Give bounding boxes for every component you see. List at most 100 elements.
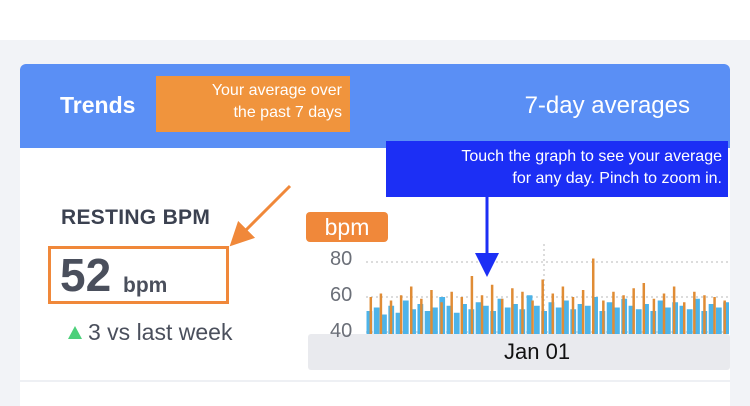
bar-orange bbox=[440, 302, 443, 334]
average-tooltip: Your average over the past 7 days bbox=[156, 76, 350, 132]
bar-orange bbox=[399, 295, 403, 334]
y-tick-40: 40 bbox=[330, 320, 353, 342]
bar-blue bbox=[526, 295, 533, 334]
metric-unit: bpm bbox=[123, 274, 168, 297]
bar-blue bbox=[723, 302, 729, 334]
bar-blue bbox=[577, 304, 584, 334]
top-bar bbox=[0, 0, 750, 40]
bar-blue bbox=[461, 304, 467, 334]
bar-blue bbox=[708, 304, 715, 334]
y-tick-60: 60 bbox=[330, 284, 353, 306]
delta-text: 3 vs last week bbox=[88, 319, 233, 345]
bar-orange bbox=[551, 293, 555, 334]
bar-orange bbox=[500, 298, 504, 334]
bar-orange bbox=[511, 288, 514, 334]
bar-orange bbox=[430, 290, 433, 334]
bar-blue bbox=[504, 307, 511, 334]
bar-orange bbox=[369, 297, 373, 334]
bar-blue bbox=[548, 302, 555, 334]
bar-orange bbox=[652, 298, 656, 334]
bar-orange bbox=[389, 300, 393, 334]
bar-blue bbox=[628, 305, 635, 334]
bar-orange bbox=[602, 300, 605, 334]
bar-orange bbox=[612, 291, 615, 334]
bar-blue bbox=[686, 309, 693, 334]
bar-orange bbox=[480, 295, 484, 334]
bar-blue bbox=[592, 297, 598, 334]
bar-blue bbox=[446, 305, 453, 334]
bar-orange bbox=[693, 291, 696, 334]
bar-blue bbox=[715, 307, 722, 334]
bar-orange bbox=[682, 302, 686, 334]
bar-blue bbox=[475, 302, 482, 334]
card-subtitle: 7-day averages bbox=[524, 92, 690, 119]
x-axis-date-label: Jan 01 bbox=[504, 339, 571, 364]
unit-badge: bpm bbox=[306, 212, 388, 242]
bar-orange bbox=[581, 290, 585, 334]
bar-plot[interactable] bbox=[366, 244, 730, 334]
date-band bbox=[308, 334, 730, 370]
bar-blue bbox=[381, 314, 387, 334]
bar-orange bbox=[490, 284, 494, 334]
touch-tooltip-line-1: Touch the graph to see your average bbox=[461, 148, 722, 165]
bar-orange bbox=[642, 283, 646, 334]
bar-blue bbox=[373, 307, 380, 334]
bar-orange bbox=[723, 300, 726, 334]
bar-blue bbox=[497, 298, 504, 334]
bar-orange bbox=[531, 300, 534, 334]
bar-orange bbox=[571, 297, 575, 334]
trend-up-icon bbox=[68, 326, 82, 339]
card-title: Trends bbox=[60, 92, 136, 118]
metric-value: 52 bbox=[60, 249, 112, 301]
bar-orange bbox=[672, 286, 676, 334]
touch-tooltip: Touch the graph to see your average for … bbox=[386, 141, 728, 197]
bar-blue bbox=[614, 307, 620, 334]
bar-blue bbox=[533, 305, 540, 334]
bar-blue bbox=[606, 302, 613, 334]
bar-blue bbox=[432, 307, 438, 334]
bar-blue bbox=[563, 300, 569, 334]
bar-blue bbox=[453, 312, 460, 334]
bar-blue bbox=[657, 300, 664, 334]
trend-chart[interactable]: Jan 01 bpm 80 60 40 bbox=[306, 208, 730, 374]
bar-blue bbox=[402, 300, 409, 334]
bar-orange bbox=[521, 291, 524, 334]
bar-blue bbox=[584, 305, 591, 334]
bar-orange bbox=[703, 295, 706, 334]
bar-blue bbox=[366, 311, 373, 334]
bar-orange bbox=[470, 276, 474, 334]
bar-blue bbox=[694, 298, 700, 334]
bar-blue bbox=[395, 312, 402, 334]
bar-blue bbox=[482, 305, 489, 334]
bar-orange bbox=[450, 291, 453, 334]
average-arrow bbox=[229, 184, 292, 247]
trends-card[interactable]: Trends 7-day averages RESTING BPM 52 bpm… bbox=[20, 64, 730, 406]
bar-orange bbox=[420, 298, 423, 334]
bar-blue bbox=[512, 304, 518, 334]
average-tooltip-line-2: the past 7 days bbox=[233, 104, 342, 121]
average-tooltip-line-1: Your average over bbox=[211, 82, 342, 99]
bar-blue bbox=[664, 307, 671, 334]
divider bbox=[20, 380, 730, 382]
bar-orange bbox=[662, 293, 666, 334]
bar-orange bbox=[632, 288, 635, 334]
bar-orange bbox=[622, 295, 625, 334]
bar-blue bbox=[643, 304, 649, 334]
bar-orange bbox=[591, 258, 595, 334]
y-tick-80: 80 bbox=[330, 248, 353, 270]
bar-blue bbox=[410, 309, 416, 334]
bar-orange bbox=[409, 286, 413, 334]
bar-blue bbox=[424, 311, 431, 334]
bar-blue bbox=[635, 309, 642, 334]
bar-blue bbox=[541, 311, 547, 334]
bar-orange bbox=[379, 293, 383, 334]
card-header: Trends 7-day averages bbox=[20, 64, 730, 148]
touch-tooltip-line-2: for any day. Pinch to zoom in. bbox=[512, 170, 722, 187]
highlight-box bbox=[48, 246, 229, 304]
bar-orange bbox=[460, 297, 464, 334]
bar-orange bbox=[561, 286, 565, 334]
bar-blue bbox=[679, 305, 686, 334]
metric-label: RESTING BPM bbox=[61, 206, 211, 229]
bar-blue bbox=[555, 307, 562, 334]
